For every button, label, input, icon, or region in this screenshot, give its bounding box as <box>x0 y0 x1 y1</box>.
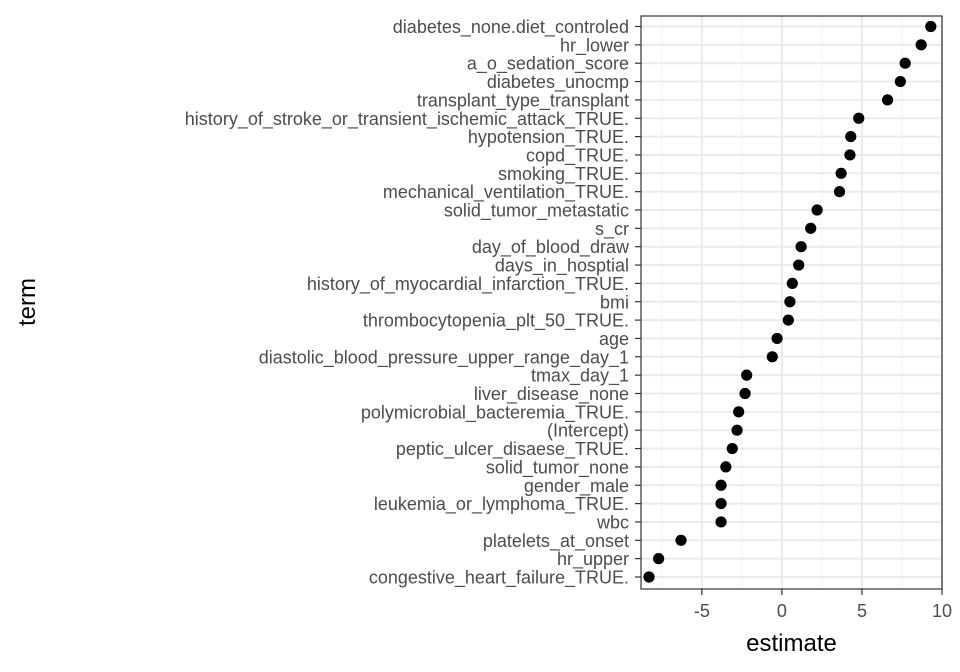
x-axis-labels: -5 0 5 10 <box>694 601 952 621</box>
data-point <box>881 94 894 106</box>
y-tick-label: s_cr <box>595 219 629 240</box>
y-tick-label: diabetes_unocmp <box>487 72 629 93</box>
data-point <box>805 222 817 234</box>
y-tick-label: peptic_ulcer_disaese_TRUE. <box>396 439 629 460</box>
data-point <box>793 259 805 271</box>
data-point <box>835 167 847 179</box>
data-point <box>720 461 732 473</box>
y-tick-label: transplant_type_transplant <box>417 90 629 111</box>
data-point <box>845 131 857 143</box>
y-tick-label: tmax_day_1 <box>531 366 629 387</box>
y-axis-title: term <box>14 278 41 326</box>
x-tick-label: 5 <box>857 601 867 621</box>
y-tick-label: age <box>599 329 629 349</box>
data-point <box>715 498 727 510</box>
y-tick-label: diastolic_blood_pressure_upper_range_day… <box>259 347 629 368</box>
data-point <box>643 571 655 583</box>
y-tick-label: gender_male <box>524 476 629 497</box>
y-axis-labels: diabetes_none.diet_controledhr_lowera_o_… <box>185 17 630 589</box>
y-tick-label: smoking_TRUE. <box>498 164 629 185</box>
y-tick-label: mechanical_ventilation_TRUE. <box>383 182 629 203</box>
y-tick-label: congestive_heart_failure_TRUE. <box>369 568 629 589</box>
data-point <box>741 369 753 381</box>
y-tick-label: platelets_at_onset <box>483 531 629 552</box>
y-tick-label: (Intercept) <box>547 421 629 441</box>
y-tick-label: polymicrobial_bacteremia_TRUE. <box>361 402 629 423</box>
data-point <box>771 332 783 345</box>
data-point <box>675 534 687 546</box>
y-tick-label: diabetes_none.diet_controled <box>393 17 629 38</box>
x-axis-title: estimate <box>746 630 837 657</box>
y-tick-label: hypotension_TRUE. <box>468 127 629 148</box>
x-tick-label: 0 <box>777 601 787 621</box>
data-point <box>784 296 796 308</box>
data-point <box>731 424 743 436</box>
y-tick-label: copd_TRUE. <box>526 145 629 166</box>
y-tick-label: history_of_myocardial_infarction_TRUE. <box>307 274 629 295</box>
y-tick-label: a_o_sedation_score <box>467 54 629 75</box>
y-tick-label: solid_tumor_metastatic <box>444 201 629 222</box>
y-tick-label: wbc <box>596 512 629 532</box>
data-point <box>739 387 751 400</box>
data-point <box>782 314 794 326</box>
y-tick-label: solid_tumor_none <box>486 457 629 478</box>
data-point <box>795 241 807 253</box>
data-point <box>811 204 823 216</box>
data-point <box>726 442 738 455</box>
y-tick-label: history_of_stroke_or_transient_ischemic_… <box>185 109 629 130</box>
y-tick-label: bmi <box>600 292 629 312</box>
data-point <box>894 75 906 88</box>
y-tick-label: leukemia_or_lymphoma_TRUE. <box>374 494 629 515</box>
y-tick-label: day_of_blood_draw <box>472 237 630 258</box>
data-point <box>853 112 865 124</box>
x-tick-label: -5 <box>694 601 710 621</box>
data-point <box>766 351 778 363</box>
data-point <box>844 149 856 161</box>
data-point <box>733 406 745 418</box>
data-points <box>643 20 937 583</box>
data-point <box>899 57 911 69</box>
y-tick-label: hr_upper <box>557 549 629 570</box>
data-point <box>925 20 937 33</box>
data-point <box>786 277 798 289</box>
y-tick-label: thrombocytopenia_plt_50_TRUE. <box>363 311 629 332</box>
plot-panel-border <box>640 15 943 590</box>
data-point <box>715 516 727 528</box>
y-tick-label: days_in_hosptial <box>495 256 629 277</box>
y-axis-ticks <box>635 25 641 578</box>
data-point <box>653 553 665 565</box>
y-tick-label: liver_disease_none <box>474 384 629 405</box>
x-axis-ticks <box>701 589 943 595</box>
grid-major-y <box>641 25 942 578</box>
data-point <box>833 186 846 198</box>
y-tick-label: hr_lower <box>560 35 629 56</box>
data-point <box>915 39 927 51</box>
data-point <box>715 479 727 491</box>
x-tick-label: 10 <box>932 601 952 621</box>
